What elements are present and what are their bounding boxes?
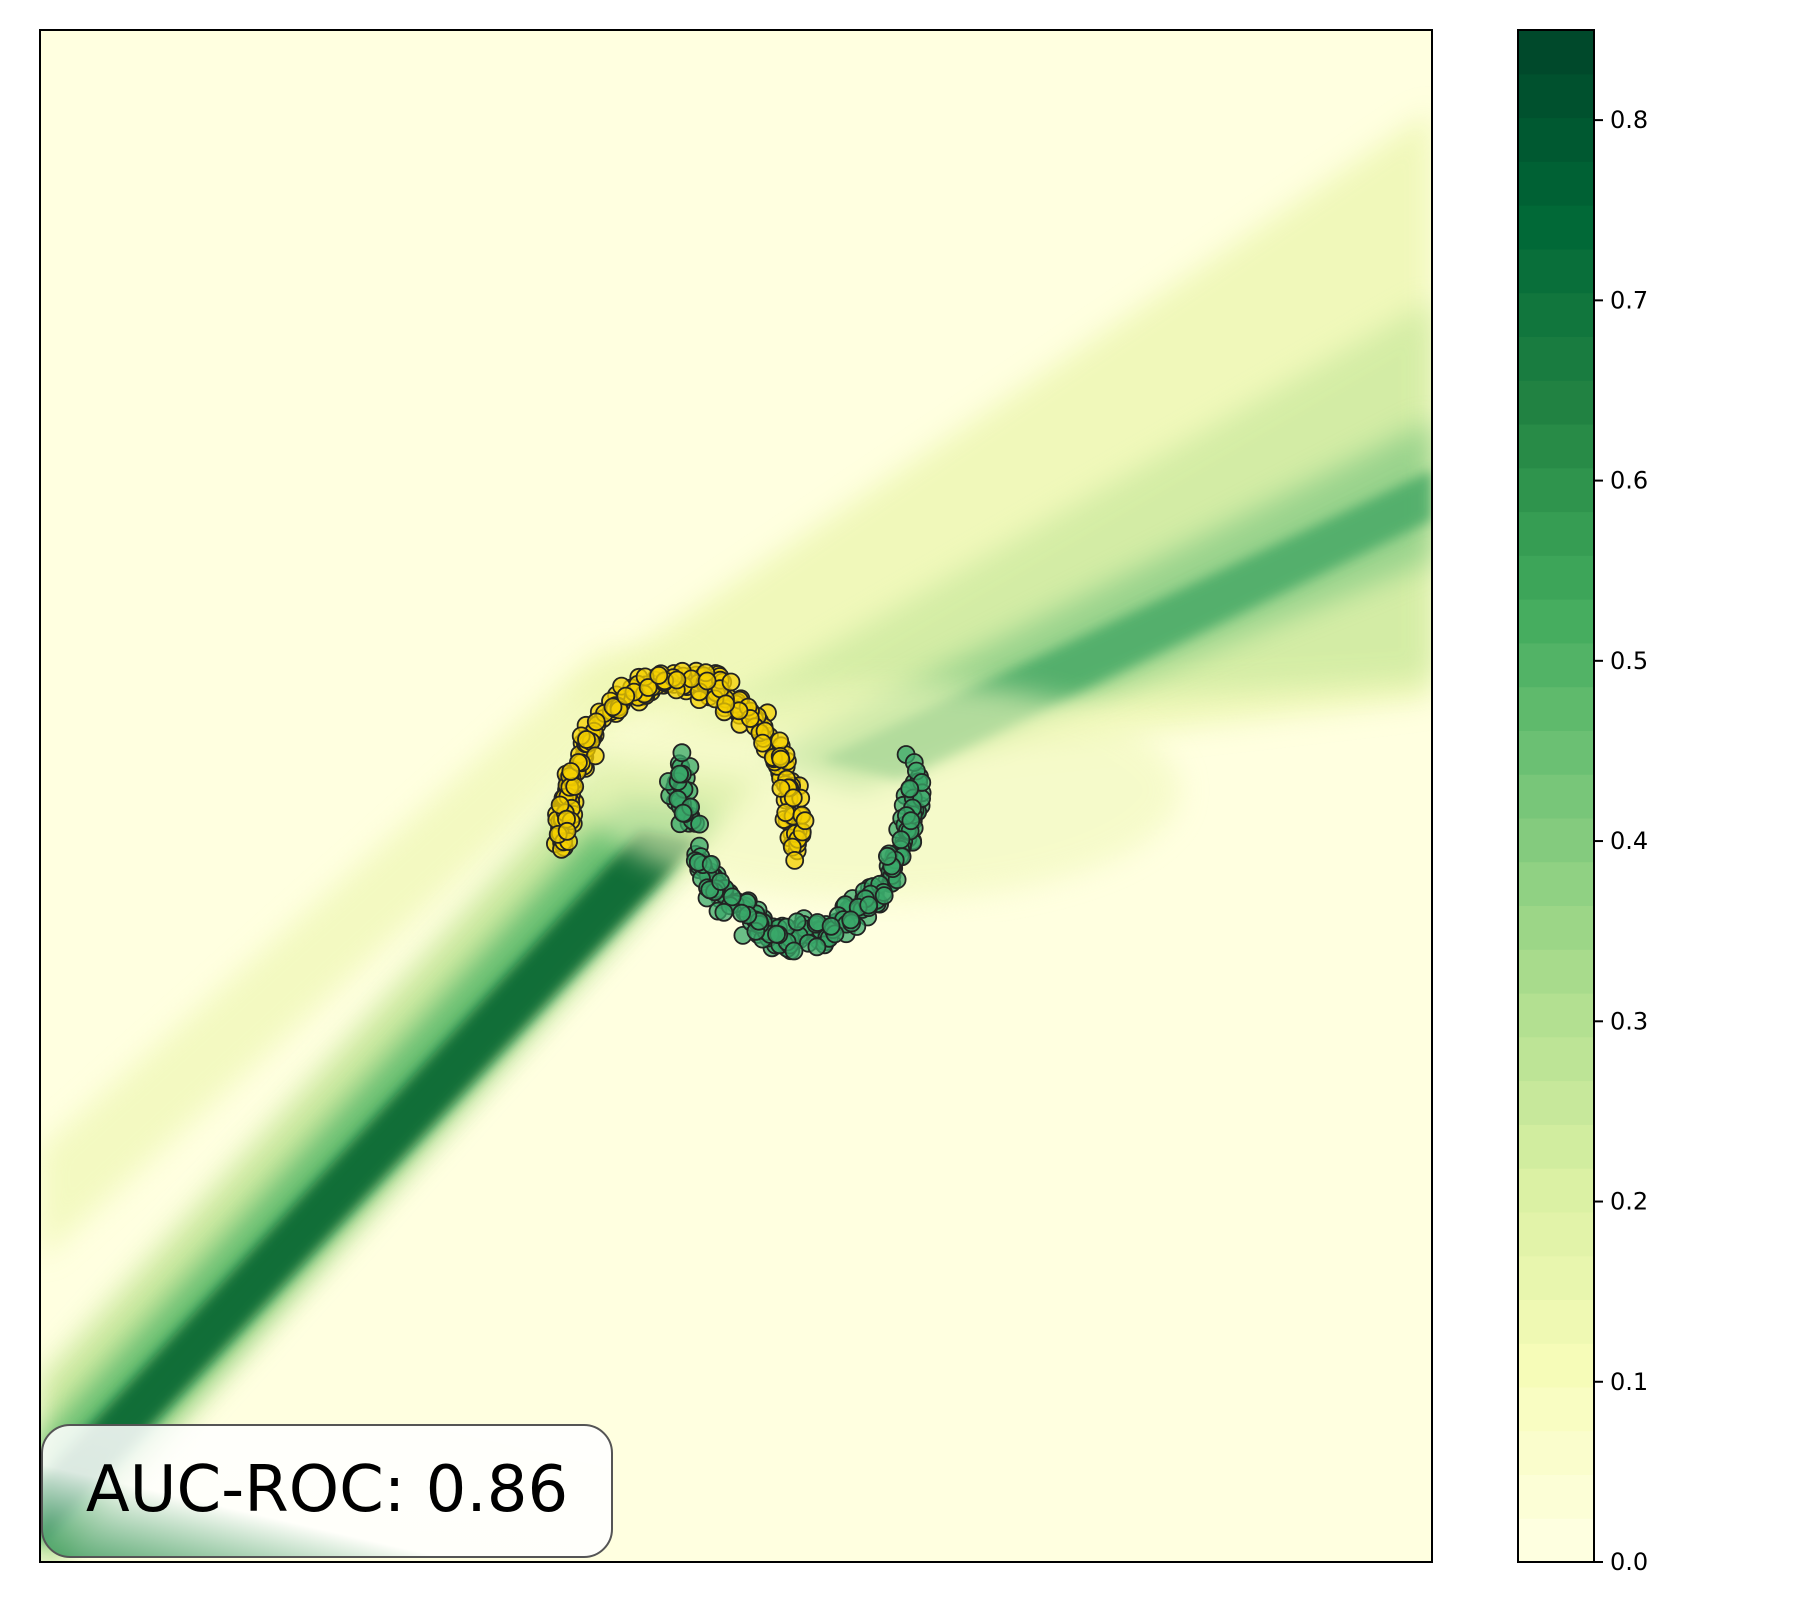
colorbar-tick-label: 0.3: [1610, 1007, 1648, 1035]
colorbar-tick-label: 0.8: [1610, 106, 1648, 134]
point-yellow: [716, 694, 736, 714]
colorbar-level: [1518, 1299, 1594, 1344]
scatter-points: [546, 661, 932, 961]
colorbar-level: [1518, 1255, 1594, 1300]
colorbar-level: [1518, 555, 1594, 600]
colorbar-level: [1518, 1430, 1594, 1476]
point-green: [673, 803, 693, 823]
colorbar-level: [1518, 861, 1594, 907]
point-green: [672, 743, 692, 763]
colorbar-level: [1518, 905, 1594, 950]
plot-area: AUC-ROC: 0.86: [39, 29, 1433, 1563]
point-green: [711, 872, 730, 891]
colorbar-level: [1518, 1386, 1594, 1432]
point-green: [859, 895, 879, 915]
colorbar-level: [1518, 205, 1594, 250]
point-green: [732, 903, 751, 923]
colorbar-level: [1518, 949, 1594, 994]
point-yellow: [795, 811, 815, 831]
auc-annotation: AUC-ROC: 0.86: [41, 1424, 613, 1558]
point-green: [722, 887, 742, 907]
point-green: [784, 941, 804, 961]
point-yellow: [770, 731, 790, 751]
auc-annotation-text: AUC-ROC: 0.86: [86, 1453, 568, 1527]
point-green: [900, 779, 920, 799]
point-yellow: [577, 730, 596, 749]
colorbar-level: [1518, 423, 1594, 469]
point-yellow: [783, 788, 803, 808]
colorbar-level: [1518, 992, 1594, 1038]
heatmap-band: [580, 680, 1180, 900]
colorbar-level: [1518, 467, 1594, 513]
colorbar-level: [1518, 1168, 1594, 1213]
point-green: [767, 924, 786, 944]
point-green: [787, 912, 807, 932]
point-green: [901, 811, 921, 831]
point-green: [670, 764, 689, 784]
point-yellow: [616, 686, 636, 706]
colorbar-level: [1518, 161, 1594, 206]
auc-annotation-box: [41, 1424, 613, 1558]
point-green: [714, 902, 734, 922]
point-yellow: [586, 712, 606, 732]
point-green: [807, 937, 827, 957]
colorbar-level: [1518, 380, 1594, 425]
point-green: [841, 910, 861, 930]
colorbar-tick-label: 0.4: [1610, 827, 1648, 855]
colorbar-level: [1518, 73, 1594, 119]
colorbar-level: [1518, 292, 1594, 337]
colorbar-tick-label: 0.2: [1610, 1188, 1648, 1216]
point-green: [891, 830, 911, 850]
colorbar-level: [1518, 599, 1594, 644]
colorbar-tick-label: 0.6: [1610, 467, 1648, 495]
colorbar-level: [1518, 1124, 1594, 1169]
colorbar-level: [1518, 1080, 1594, 1125]
colorbar-level: [1518, 642, 1594, 688]
colorbar-tick-label: 0.1: [1610, 1368, 1648, 1396]
point-yellow: [771, 779, 791, 798]
colorbar-level: [1518, 30, 1594, 75]
point-green: [878, 846, 897, 866]
point-green: [874, 886, 894, 905]
point-yellow: [785, 851, 805, 870]
colorbar-tick-label: 0.5: [1610, 647, 1648, 675]
point-green: [701, 855, 721, 874]
heatmap-band: [40, 650, 700, 1260]
point-yellow: [561, 762, 581, 781]
colorbar-frame: [1517, 29, 1595, 1563]
point-yellow: [721, 672, 741, 692]
point-yellow: [638, 678, 658, 697]
point-yellow: [557, 821, 577, 841]
colorbar-level: [1518, 774, 1594, 819]
colorbar-level: [1518, 117, 1594, 162]
colorbar-level: [1518, 817, 1594, 863]
point-yellow: [649, 666, 669, 685]
colorbar-level: [1518, 511, 1594, 556]
colorbar-level: [1518, 1211, 1594, 1257]
point-yellow: [753, 733, 772, 753]
colorbar-level: [1518, 1036, 1594, 1082]
point-yellow: [771, 749, 791, 769]
point-yellow: [603, 697, 623, 717]
point-yellow: [697, 671, 717, 691]
colorbar-level: [1518, 248, 1594, 294]
colorbar: 0.0 0.1 0.2 0.3 0.4 0.5 0.6 0.7 0.8: [1517, 29, 1648, 1576]
colorbar-level: [1518, 1343, 1594, 1388]
plot-frame: [39, 29, 1433, 1563]
point-green: [821, 916, 841, 936]
colorbar-level: [1518, 730, 1594, 775]
point-green: [690, 814, 709, 834]
heatmap: [40, 30, 1432, 1562]
colorbar-tick-label: 0.0: [1610, 1548, 1648, 1576]
colorbar-level: [1518, 1518, 1594, 1563]
point-yellow: [667, 670, 687, 690]
heatmap-band: [40, 830, 700, 1545]
colorbar-level: [1518, 336, 1594, 381]
colorbar-level: [1518, 686, 1594, 731]
colorbar-level: [1518, 1474, 1594, 1519]
colorbar-tick-label: 0.7: [1610, 286, 1648, 314]
